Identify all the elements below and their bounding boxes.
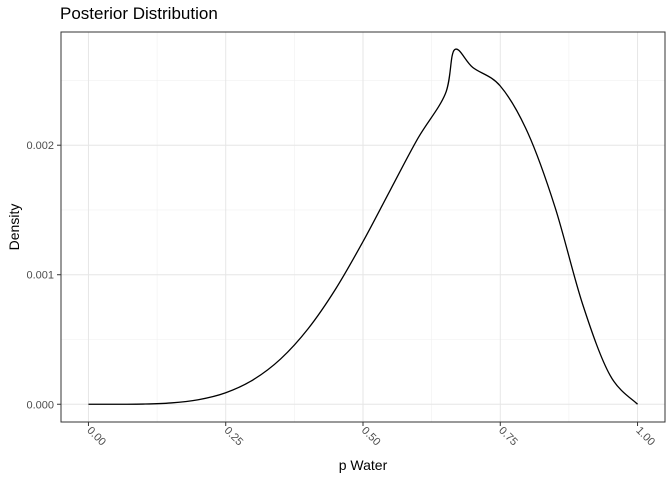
x-tick-label: 0.00 — [84, 425, 108, 449]
x-axis-label: p Water — [339, 457, 388, 473]
x-tick-label: 1.00 — [633, 425, 657, 449]
y-tick-label: 0.000 — [26, 399, 54, 411]
grid — [61, 32, 665, 422]
axes: 0.00 0.25 0.50 0.75 1.00 0.000 0.001 0.002 — [26, 140, 657, 448]
x-tick-label: 0.25 — [222, 425, 246, 449]
chart-title: Posterior Distribution — [60, 4, 218, 23]
x-tick-label: 0.50 — [359, 425, 383, 449]
y-axis-label: Density — [6, 204, 22, 251]
y-tick-label: 0.001 — [26, 270, 54, 282]
y-tick-label: 0.002 — [26, 140, 54, 152]
density-line — [88, 48, 639, 405]
series-layer — [88, 48, 639, 405]
x-tick-label: 0.75 — [496, 425, 520, 449]
